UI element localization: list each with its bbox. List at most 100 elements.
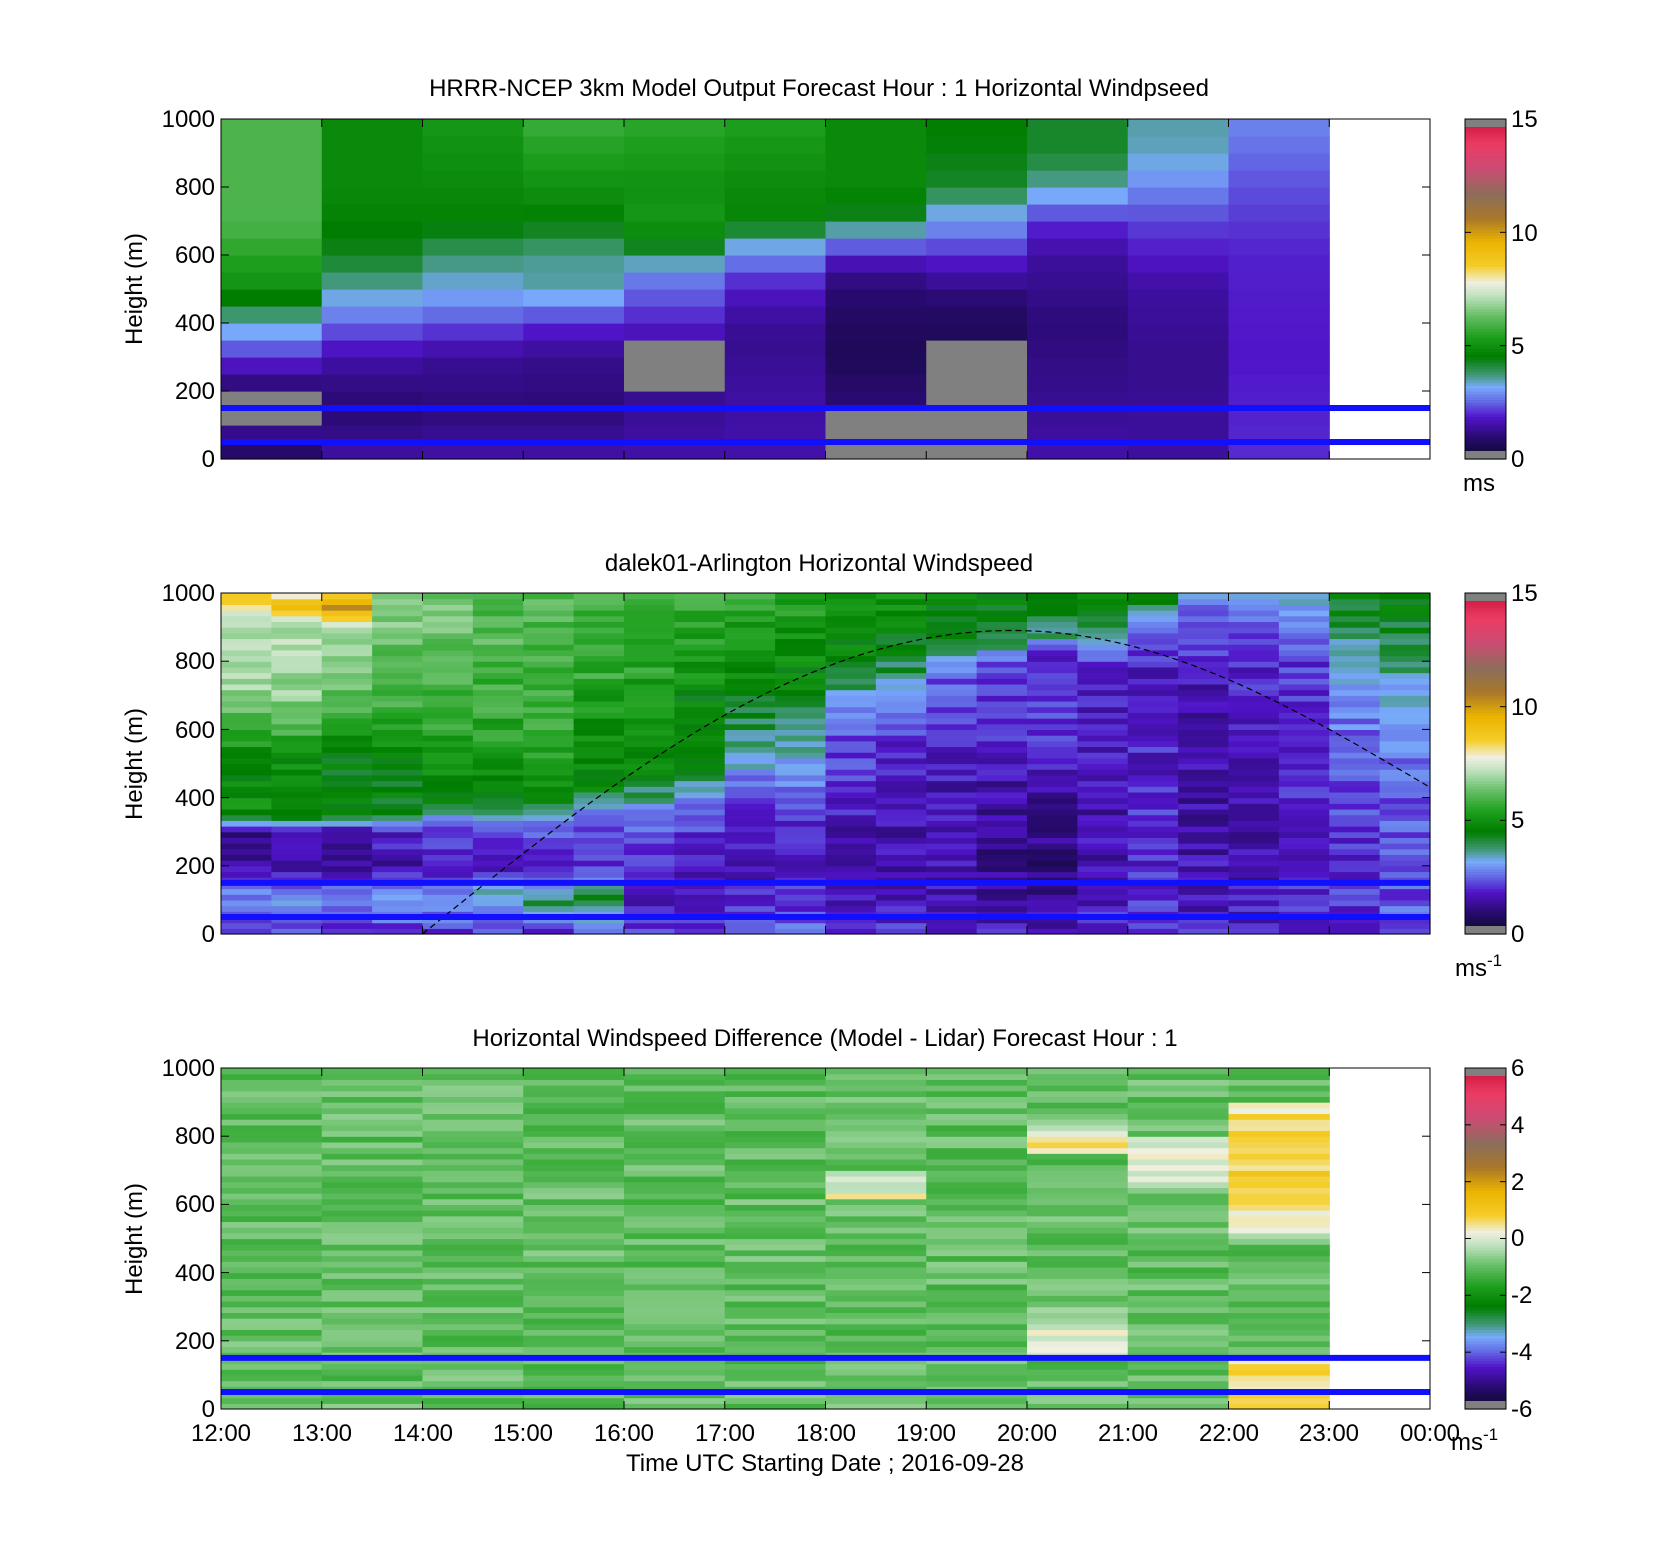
heatmap-cell [523,928,575,935]
heatmap-cell [422,1175,524,1183]
heatmap-cell [875,621,927,628]
heatmap-cell [321,843,373,850]
panel-model: HRRR-NCEP 3km Model Output Forecast Hour… [121,75,1538,497]
heatmap-cell [875,672,927,679]
heatmap-cell [976,882,1028,890]
heatmap-cell [1228,803,1280,810]
heatmap-cell [523,1329,625,1336]
heatmap-cell [724,255,827,273]
heatmap-cell [523,746,575,753]
heatmap-cell [321,323,424,341]
heatmap-cell [1329,899,1381,907]
heatmap-cell [422,712,474,719]
heatmap-cell [1178,746,1230,753]
colorbar-segment [1465,396,1506,401]
heatmap-cell [472,894,524,901]
heatmap-cell [1027,1369,1129,1376]
heatmap-cell [1127,1215,1230,1223]
heatmap-cell [724,820,776,827]
heatmap-cell [724,1193,827,1200]
heatmap-cell [976,843,1028,850]
heatmap-cell [875,598,927,605]
y-tick-label: 400 [175,1260,215,1287]
heatmap-cell [221,831,272,838]
y-tick-label: 0 [202,1396,215,1423]
heatmap-cell [1127,791,1179,799]
heatmap-cell [825,1289,927,1296]
heatmap-cell [1077,916,1129,924]
colorbar-segment [1465,740,1506,745]
colorbar-segment [1465,848,1506,853]
heatmap-cell [674,922,726,929]
colorbar-segment [1465,635,1506,640]
heatmap-cell [472,837,524,844]
heatmap-cell [775,718,827,725]
heatmap-cell [926,1198,1028,1205]
colorbar-segment [1465,184,1506,188]
heatmap-cell [422,1278,524,1285]
heatmap-cell [573,757,625,765]
heatmap-cell [523,1090,625,1098]
heatmap-cell [1379,700,1431,708]
colorbar-segment [1465,780,1506,784]
heatmap-cell [221,1312,323,1319]
heatmap-cell [724,1340,827,1348]
heatmap-cell [825,837,877,844]
heatmap-cell [926,1346,1028,1353]
heatmap-cell [321,712,373,719]
heatmap-cell [976,826,1028,833]
heatmap-cell [573,649,625,657]
heatmap-cell [825,357,927,375]
heatmap-cell [321,204,424,222]
colorbar-segment [1465,1144,1506,1149]
heatmap-cell [523,791,575,799]
heatmap-cell [221,153,323,171]
heatmap-cell [1027,899,1078,907]
heatmap-cell [1329,615,1381,623]
heatmap-cell [221,1306,323,1313]
heatmap-cell [624,1198,726,1205]
heatmap-cell [976,922,1028,929]
heatmap-cell [523,655,575,662]
heatmap-cell [271,814,323,821]
heatmap-cell [1228,689,1280,696]
heatmap-cell [825,928,877,935]
colorbar-segment [1465,1119,1506,1123]
heatmap-cell [523,922,575,929]
heatmap-cell [976,854,1028,861]
heatmap-cell [875,922,927,929]
heatmap-cell [724,740,776,748]
colorbar-segment [1465,1264,1506,1268]
heatmap-cell [825,1096,927,1103]
colorbar-segment [1465,1275,1506,1279]
heatmap-cell [472,604,524,611]
heatmap-cell [221,826,272,833]
heatmap-cell [624,1227,726,1234]
heatmap-cell [523,1068,625,1075]
heatmap-cell [321,735,373,742]
colorbar-segment [1465,843,1506,847]
heatmap-cell [1127,666,1179,674]
heatmap-cell [523,1306,625,1313]
heatmap-cell [271,695,323,702]
colorbar-segment [1465,894,1506,898]
heatmap-cell [1127,1113,1230,1120]
heatmap-cell [926,1244,1028,1251]
heatmap-cell [1127,1346,1230,1353]
heatmap-cell [472,678,524,685]
colorbar-segment [1465,289,1506,293]
heatmap-cell [926,752,978,759]
heatmap-cell [523,888,575,895]
heatmap-cell [1278,723,1330,730]
heatmap-cell [321,1102,424,1109]
heatmap-cell [1178,848,1230,856]
colorbar-segment [1465,269,1506,273]
heatmap-cell [825,1244,927,1251]
heatmap-cell [321,1113,424,1120]
heatmap-cell [724,706,776,713]
colorbar-segment [1465,752,1506,756]
heatmap-cell [1278,632,1330,640]
heatmap-cell [926,593,978,600]
heatmap-cell [1127,627,1179,634]
heatmap-cell [321,1124,424,1132]
